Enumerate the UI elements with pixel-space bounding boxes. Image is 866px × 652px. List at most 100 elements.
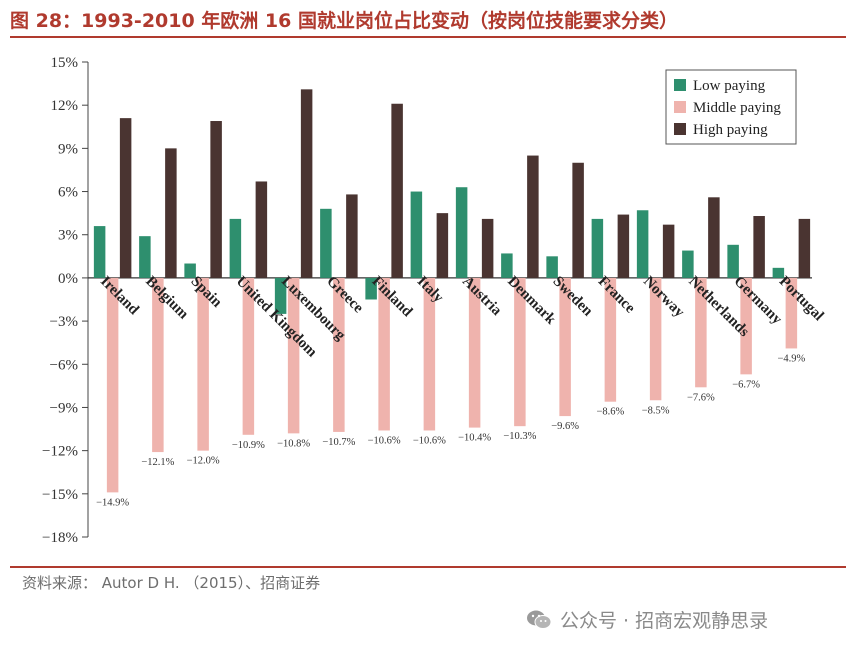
bar-middle — [514, 277, 526, 427]
bar-high — [346, 194, 358, 278]
category-label: France — [595, 273, 638, 316]
bar-middle — [287, 277, 300, 434]
bar-low — [682, 250, 694, 278]
legend-swatch-middle — [674, 101, 686, 113]
bar-low — [455, 187, 468, 278]
legend-swatch-low — [674, 79, 686, 91]
watermark-text: 公众号 · 招商宏观静思录 — [560, 610, 769, 632]
bar-high — [255, 181, 268, 278]
bar-high — [481, 218, 494, 278]
data-label: −12.0% — [187, 456, 220, 467]
bar-middle — [649, 277, 662, 401]
data-label: −9.6% — [551, 421, 579, 432]
y-tick-label: 0% — [58, 271, 78, 287]
bar-high — [798, 218, 811, 278]
wechat-icon — [527, 610, 552, 629]
y-tick-label: −15% — [42, 487, 78, 503]
bar-low — [501, 253, 513, 278]
axis-layer: 15% 12% 9% 6% 3% 0% −3% −6% −9% −12% −15% −18% — [42, 55, 812, 546]
legend-label-low: Low paying — [693, 78, 766, 94]
bar-low — [320, 208, 332, 278]
bar-high — [662, 224, 675, 278]
bar-low — [365, 277, 377, 300]
bar-low — [546, 256, 558, 278]
bar-low — [274, 277, 287, 314]
bar-low — [93, 226, 106, 278]
bar-low — [229, 218, 242, 278]
legend-label-middle: Middle paying — [693, 100, 781, 116]
y-tick-label: −12% — [42, 444, 78, 460]
bar-high — [300, 89, 313, 278]
y-tick-label: −18% — [42, 530, 78, 546]
bar-low — [636, 210, 649, 278]
bar-middle — [604, 277, 617, 402]
bar-low — [184, 263, 196, 278]
bar-high — [165, 148, 177, 278]
source-note: 资料来源： Autor D H. （2015）、招商证券 — [22, 574, 321, 592]
bar-high — [753, 216, 765, 278]
data-label: −10.6% — [413, 435, 446, 446]
bar-middle — [197, 277, 209, 451]
legend-swatch-high — [674, 123, 686, 135]
footer-rule — [10, 566, 846, 568]
bar-middle — [559, 277, 571, 417]
data-label: −10.9% — [232, 440, 265, 451]
data-label: −14.9% — [96, 497, 129, 508]
bar-low — [591, 218, 604, 278]
figure-title: 图 28：1993-2010 年欧洲 16 国就业岗位占比变动（按岗位技能要求分… — [10, 10, 678, 32]
bar-middle — [740, 277, 752, 375]
bars-layer — [93, 89, 811, 493]
bar-middle — [152, 277, 164, 453]
category-label: Norway — [640, 273, 688, 321]
y-tick-label: 12% — [51, 98, 79, 114]
data-label: −8.5% — [642, 405, 670, 416]
bar-low — [727, 244, 739, 278]
category-label: Denmark — [504, 273, 559, 328]
bar-middle — [242, 277, 255, 435]
data-label: −6.7% — [732, 379, 760, 390]
data-label: −12.1% — [141, 457, 174, 468]
data-label: −10.4% — [458, 433, 491, 444]
data-label: −10.8% — [277, 438, 310, 449]
data-label: −8.6% — [596, 407, 624, 418]
bar-middle — [468, 277, 481, 428]
data-label: −10.3% — [503, 431, 536, 442]
category-label: Austria — [459, 273, 505, 319]
legend-box — [665, 69, 797, 145]
data-label: −4.9% — [777, 353, 805, 364]
y-tick-label: −3% — [50, 314, 78, 330]
bar-high — [391, 103, 403, 278]
bar-high — [572, 162, 584, 278]
data-label: −10.6% — [368, 435, 401, 446]
y-tick-label: −9% — [50, 400, 78, 416]
bar-high — [436, 213, 449, 278]
category-label: Ireland — [97, 273, 142, 318]
bar-chart: 15% 12% 9% 6% 3% 0% −3% −6% −9% −12% −15% −18% −14.… — [42, 55, 827, 546]
y-tick-label: 15% — [51, 55, 79, 71]
y-tick-label: 6% — [58, 185, 78, 201]
legend-label-high: High paying — [693, 122, 768, 138]
bar-high — [119, 118, 132, 278]
category-label: Belgium — [142, 273, 191, 322]
bar-low — [410, 191, 423, 278]
title-rule — [10, 36, 846, 38]
y-tick-label: 9% — [58, 141, 78, 157]
data-label: −7.6% — [687, 392, 715, 403]
bar-high — [708, 197, 720, 278]
bar-middle — [378, 277, 390, 431]
bar-middle — [695, 277, 707, 388]
bar-low — [772, 267, 785, 278]
legend: Low paying Middle paying High paying — [665, 69, 797, 145]
bar-middle — [333, 277, 345, 432]
bar-high — [527, 155, 539, 278]
bar-middle — [106, 277, 119, 493]
bar-middle — [423, 277, 436, 431]
bar-low — [139, 236, 151, 278]
bar-high — [210, 121, 222, 278]
y-tick-label: −6% — [50, 357, 78, 373]
watermark: 公众号 · 招商宏观静思录 — [526, 606, 768, 633]
bar-middle — [785, 277, 798, 349]
category-label: Greece — [323, 273, 366, 316]
data-label: −10.7% — [322, 437, 355, 448]
y-tick-label: 3% — [58, 228, 78, 244]
